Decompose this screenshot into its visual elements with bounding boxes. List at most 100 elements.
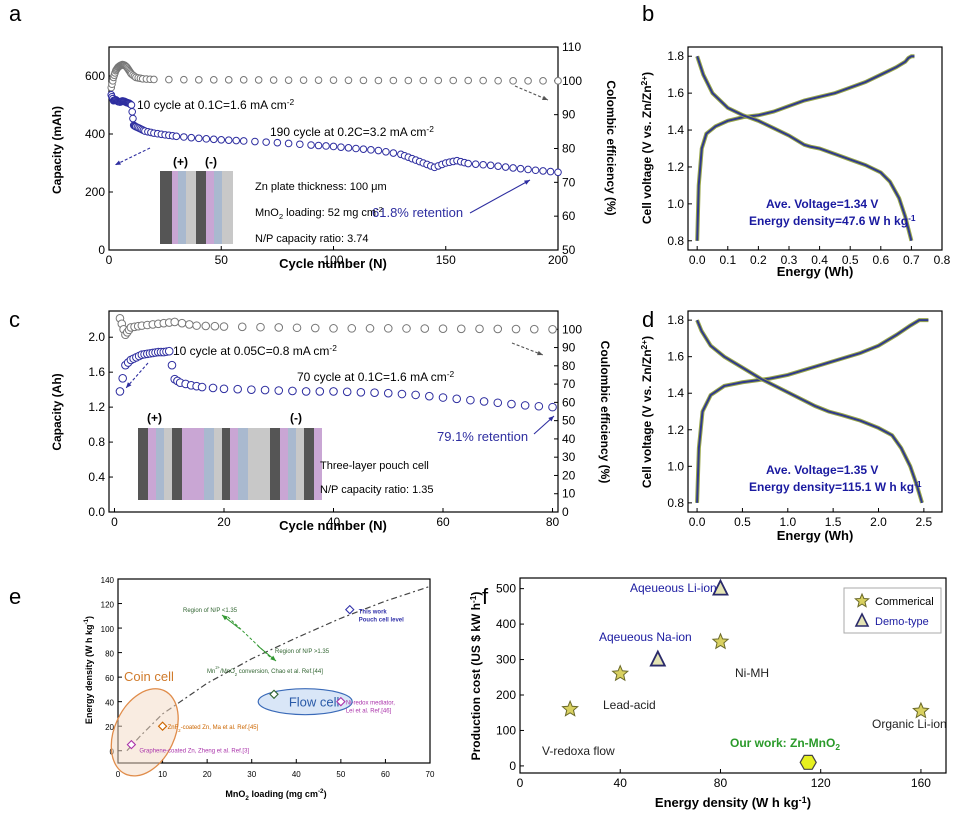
ce-point bbox=[239, 76, 248, 84]
capacity-point bbox=[217, 136, 226, 144]
ce-point bbox=[269, 76, 278, 84]
ce-point bbox=[449, 76, 458, 85]
x-tick-label: 1.5 bbox=[825, 515, 842, 529]
x-tick-label: 50 bbox=[336, 770, 345, 779]
ce-axis-arrow bbox=[514, 85, 549, 101]
y2-tick-label: 20 bbox=[562, 468, 576, 482]
x-tick-label: 0.4 bbox=[811, 253, 828, 267]
capacity-point bbox=[315, 387, 325, 396]
inset-plus: (+) bbox=[173, 155, 188, 169]
capacity-point bbox=[329, 387, 338, 396]
capacity-point bbox=[172, 132, 181, 141]
panel-letter-d: d bbox=[642, 307, 654, 332]
y-tick-label: 1.6 bbox=[88, 365, 105, 379]
inset-layer bbox=[296, 428, 304, 500]
x-axis-label: Cycle number (N) bbox=[279, 518, 387, 533]
y-tick-label: 400 bbox=[85, 127, 105, 141]
star-marker bbox=[912, 701, 930, 719]
ce-point bbox=[256, 322, 265, 332]
inset-plus: (+) bbox=[147, 411, 162, 425]
y-tick-label: 60 bbox=[105, 674, 114, 683]
capacity-point bbox=[509, 164, 517, 172]
inset-layer bbox=[222, 171, 233, 244]
ce-point bbox=[509, 77, 517, 85]
x-tick-label: 0.5 bbox=[734, 515, 751, 529]
y2-tick-label: 100 bbox=[562, 74, 582, 88]
capacity-point bbox=[202, 135, 211, 143]
capacity-point bbox=[383, 388, 393, 398]
charge-curve bbox=[696, 55, 915, 241]
ce-point bbox=[292, 323, 302, 333]
ce-point bbox=[201, 321, 211, 331]
capacity-point bbox=[531, 166, 540, 175]
point-label: Ni-MH bbox=[735, 666, 769, 680]
y-tick-label: 500 bbox=[496, 582, 516, 596]
point-label: Lead-acid bbox=[603, 698, 656, 712]
x-tick-label: 0.0 bbox=[689, 253, 706, 267]
y-axis-label: Capacity (mAh) bbox=[50, 106, 64, 194]
capacity-point bbox=[322, 142, 330, 150]
coin-cell-label: Coin cell bbox=[124, 669, 174, 684]
y-tick-label: 0.8 bbox=[88, 435, 105, 449]
plot-frame bbox=[519, 577, 947, 774]
capacity-point bbox=[493, 398, 503, 408]
ce-point bbox=[210, 321, 220, 331]
x-axis-label: Cycle number (N) bbox=[279, 256, 387, 271]
y-tick-label: 300 bbox=[496, 653, 516, 667]
inset-line: N/P capacity ratio: 1.35 bbox=[320, 484, 434, 496]
ce-point bbox=[511, 324, 521, 334]
ce-point bbox=[177, 318, 187, 328]
inset-layer bbox=[206, 171, 214, 244]
y-tick-label: 0.4 bbox=[88, 470, 105, 484]
flow-cell-label: Flow cell bbox=[289, 695, 340, 710]
y2-tick-label: 80 bbox=[562, 142, 576, 156]
y-axis-label: Production cost (US $ kW h-1) bbox=[468, 592, 483, 761]
retention-label: 79.1% retention bbox=[437, 429, 528, 444]
ce-point bbox=[419, 76, 428, 85]
region-label-lower: Region of N/P <1.35 bbox=[183, 608, 238, 614]
x-tick-label: 0.6 bbox=[872, 253, 889, 267]
data-point bbox=[344, 604, 355, 615]
y2-tick-label: 80 bbox=[562, 359, 576, 373]
hexagon-marker bbox=[799, 754, 817, 770]
ce-point bbox=[237, 322, 247, 332]
legend-label-commercial: Commerical bbox=[875, 596, 934, 608]
annotation-10-cycle: 10 cycle at 0.1C=1.6 mA cm-2 bbox=[137, 97, 295, 112]
capacity-point bbox=[356, 387, 366, 397]
capacity-point bbox=[397, 389, 407, 399]
plot-frame bbox=[117, 578, 431, 764]
capacity-point bbox=[382, 147, 390, 156]
capacity-point bbox=[247, 385, 256, 394]
x-tick-label: 0 bbox=[111, 515, 118, 529]
point-label: Pouch cell level bbox=[359, 618, 404, 624]
inset-layer bbox=[288, 428, 296, 500]
y-tick-label: 1.6 bbox=[667, 350, 684, 364]
data-point bbox=[336, 696, 346, 707]
capacity-point bbox=[425, 391, 434, 401]
inset-layer bbox=[196, 171, 206, 244]
x-tick-label: 70 bbox=[426, 770, 435, 779]
x-tick-label: 0.2 bbox=[750, 253, 767, 267]
y-tick-label: 600 bbox=[85, 69, 105, 83]
capacity-point bbox=[370, 388, 379, 398]
x-tick-label: 30 bbox=[247, 770, 256, 779]
y-tick-label: 1.6 bbox=[667, 86, 684, 100]
inset-layer bbox=[138, 428, 148, 500]
ce-point bbox=[165, 75, 173, 84]
y-axis-label: Cell voltage (V vs. Zn/Zn2+) bbox=[639, 72, 654, 224]
ce-point bbox=[548, 324, 557, 334]
point-label: Graphene-coated Zn, Zheng et al. Ref.[3] bbox=[139, 749, 249, 755]
ce-point bbox=[479, 76, 487, 85]
inset-layer bbox=[248, 428, 270, 500]
ce-point bbox=[402, 324, 411, 333]
x-tick-label: 100 bbox=[323, 253, 343, 267]
capacity-point bbox=[187, 133, 196, 142]
y2-tick-label: 10 bbox=[562, 487, 576, 501]
point-label: V-redoxa flow bbox=[542, 744, 615, 758]
ce-point bbox=[195, 76, 203, 84]
ce-point bbox=[347, 324, 357, 333]
inset-layer bbox=[238, 428, 248, 500]
ce-point bbox=[493, 324, 503, 334]
ce-point bbox=[344, 76, 353, 85]
capacity-point bbox=[219, 384, 229, 394]
